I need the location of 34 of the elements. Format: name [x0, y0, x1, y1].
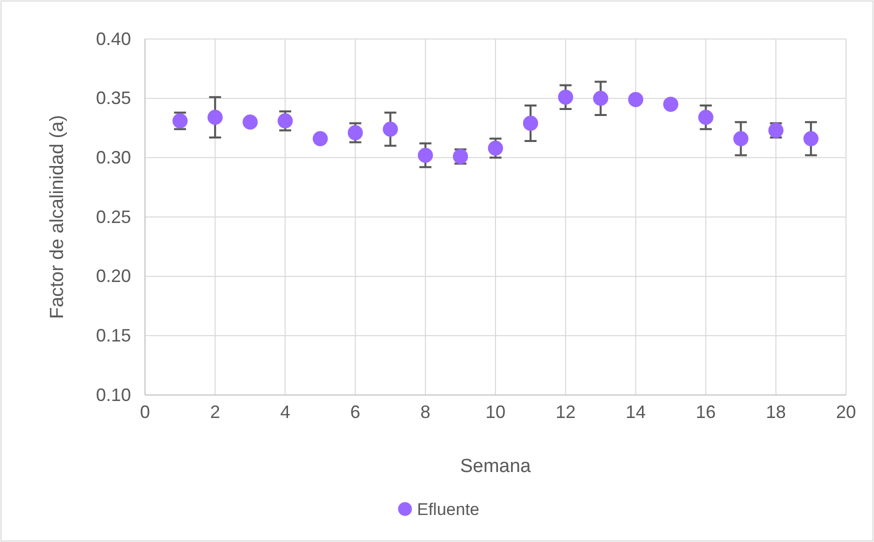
x-tick-label: 18 — [766, 402, 786, 422]
point — [312, 131, 328, 146]
legend-label: Efluente — [417, 500, 480, 519]
point — [628, 92, 644, 108]
point — [803, 131, 819, 146]
y-tick-label: 0.10 — [96, 384, 131, 405]
point — [733, 131, 748, 146]
y-tick-label: 0.35 — [96, 88, 131, 108]
point — [382, 122, 398, 137]
x-axis-title: Semana — [460, 456, 532, 477]
y-tick-label: 0.25 — [96, 206, 131, 227]
y-axis-title: Factor de alcalinidad (a) — [47, 115, 68, 319]
x-tick-label: 8 — [420, 402, 430, 422]
point — [208, 110, 223, 125]
x-tick-label: 10 — [485, 402, 506, 422]
x-tick-label: 12 — [556, 402, 576, 422]
x-tick-label: 2 — [210, 402, 220, 422]
y-tick-label: 0.20 — [96, 266, 131, 286]
point — [698, 110, 714, 125]
x-tick-label: 4 — [280, 402, 290, 422]
point — [242, 114, 258, 130]
x-tick-label: 0 — [140, 402, 150, 422]
y-tick-label: 0.40 — [96, 28, 131, 49]
x-tick-label: 14 — [626, 402, 646, 422]
x-tick-label: 16 — [696, 402, 716, 422]
x-tick-label: 6 — [350, 402, 360, 422]
point — [522, 116, 538, 131]
x-tick-label: 20 — [836, 402, 856, 422]
y-tick-label: 0.15 — [96, 325, 131, 346]
point — [558, 90, 574, 105]
point — [663, 96, 678, 112]
y-tick-label: 0.30 — [96, 147, 131, 168]
point — [593, 90, 608, 106]
point — [418, 148, 433, 163]
